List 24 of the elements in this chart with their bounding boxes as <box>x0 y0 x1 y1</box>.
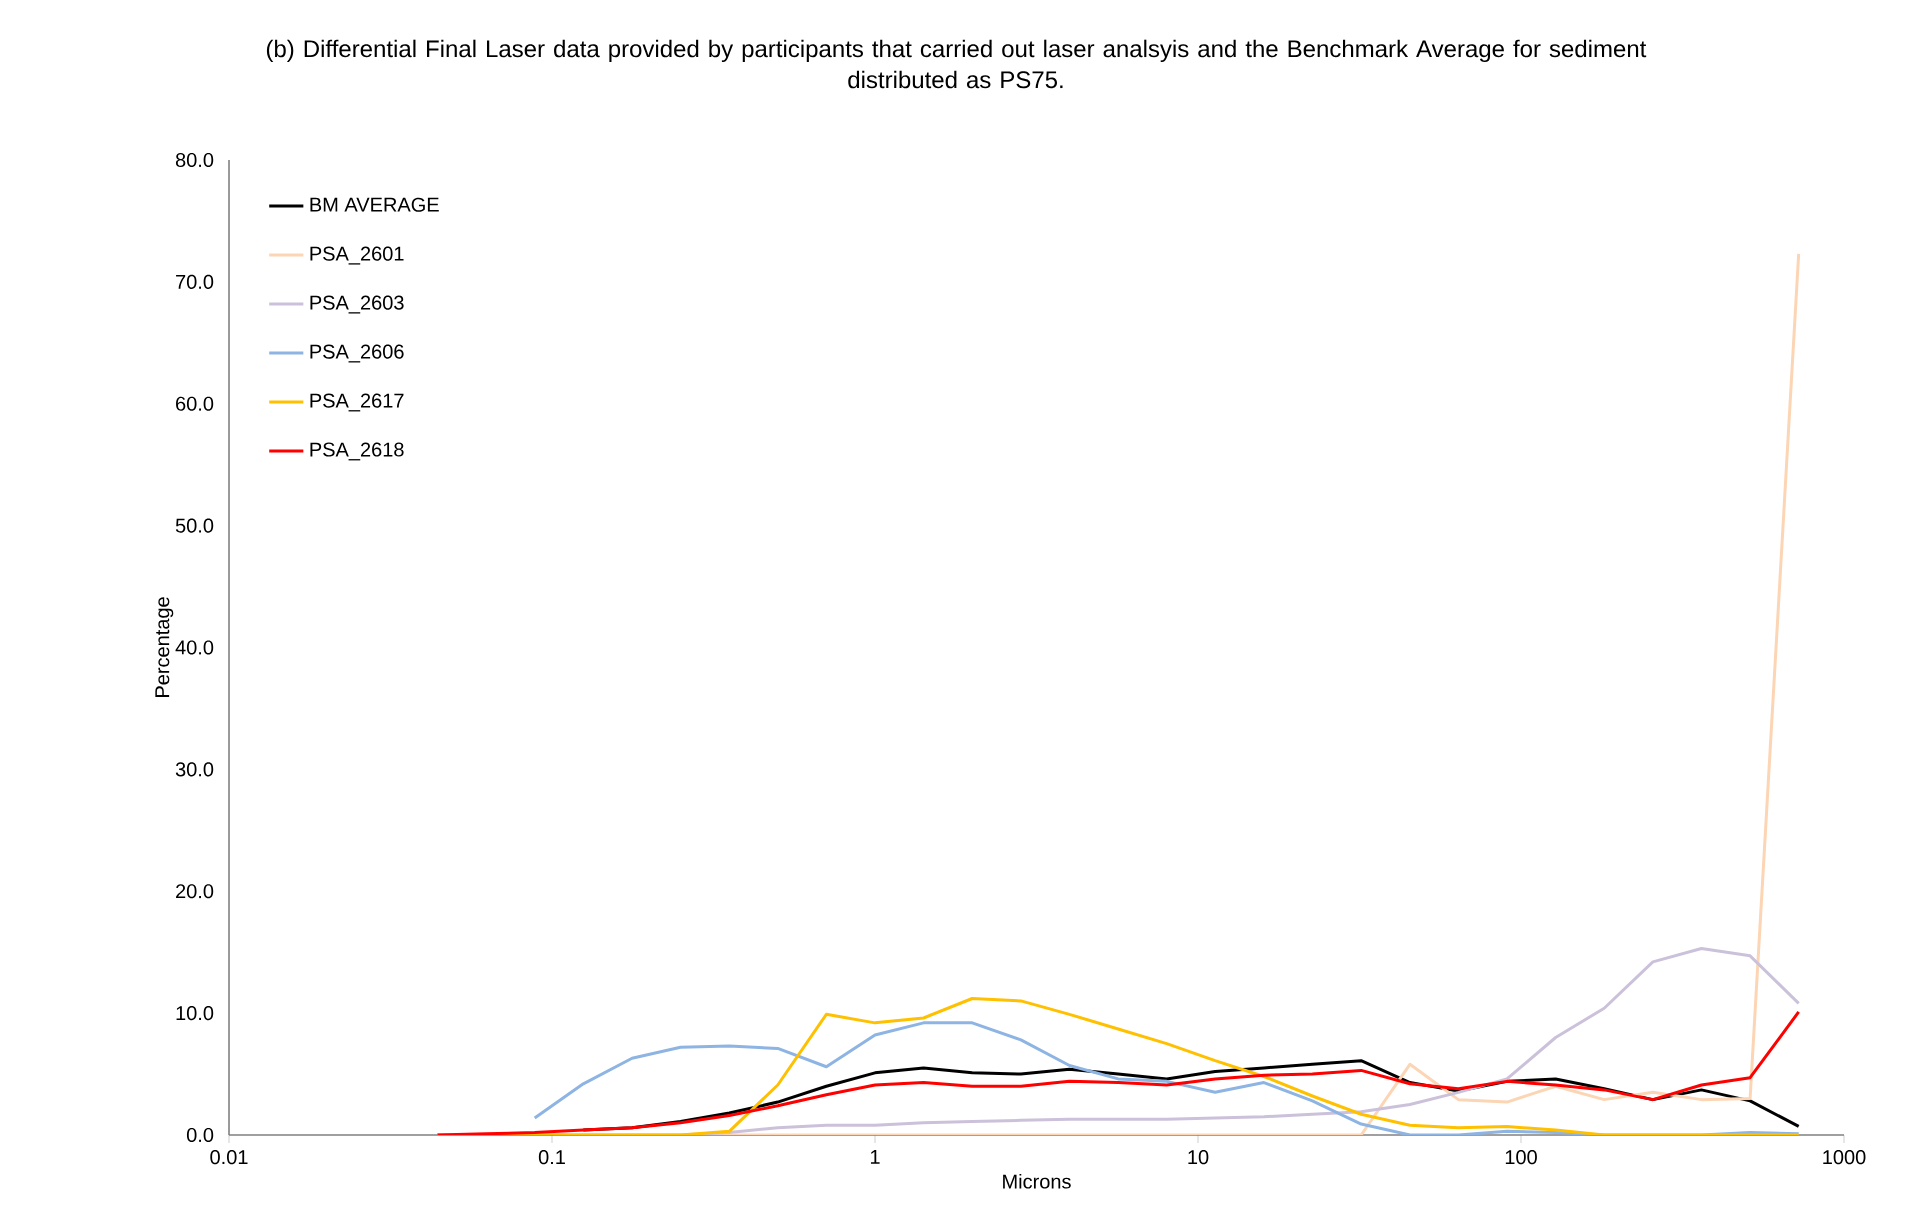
legend-label: PSA_2606 <box>310 344 404 363</box>
y-tick-label: 0.0 <box>186 1127 214 1143</box>
y-tick-label: 60.0 <box>176 396 214 411</box>
y-axis-title: Percentage <box>155 597 174 697</box>
x-tick-label: 1 <box>870 1150 880 1164</box>
legend-label: PSA_2601 <box>310 246 404 265</box>
y-tick-label: 70.0 <box>176 274 214 289</box>
x-tick-label: 10 <box>1188 1150 1209 1165</box>
x-tick-label: 0.1 <box>538 1150 565 1165</box>
y-tick-label: 30.0 <box>175 762 214 777</box>
x-tick-label: 100 <box>1505 1150 1537 1165</box>
legend-label: BM AVERAGE <box>310 197 439 212</box>
y-tick-label: 50.0 <box>175 518 214 533</box>
y-tick-label: 10.0 <box>176 1006 214 1021</box>
chart-title: (b) Differential Final Laser data provided by participants that carried out laser analsyis and the Benchmark Average for sediment distributed as PS75. <box>266 39 1647 89</box>
y-tick-label: 20.0 <box>176 884 214 899</box>
legend-label: PSA_2618 <box>310 442 404 461</box>
y-tick-label: 80.0 <box>175 152 214 168</box>
x-axis-title: Microns <box>1003 1173 1071 1189</box>
x-tick-label: 0.01 <box>210 1150 248 1165</box>
x-tick-label: 1000 <box>1823 1150 1866 1165</box>
legend-label: PSA_2603 <box>310 295 404 314</box>
legend-label: PSA_2617 <box>310 393 404 412</box>
y-tick-label: 40.0 <box>175 640 214 655</box>
